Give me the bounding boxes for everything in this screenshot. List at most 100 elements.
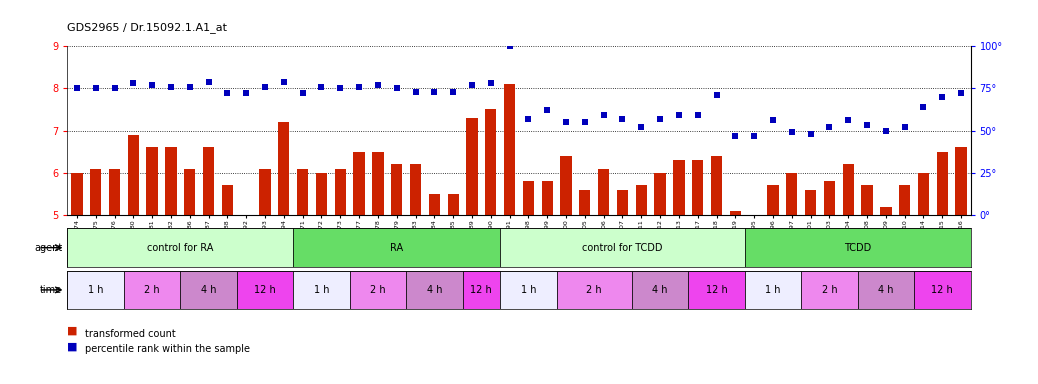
Point xyxy=(87,85,104,91)
Point xyxy=(897,124,913,130)
Bar xyxy=(542,181,553,215)
Text: 2 h: 2 h xyxy=(822,285,838,295)
Point xyxy=(784,129,800,135)
Point xyxy=(370,82,386,88)
Point xyxy=(916,104,932,110)
Point xyxy=(539,107,555,113)
Point xyxy=(219,90,236,96)
Point xyxy=(708,92,725,98)
Bar xyxy=(617,190,628,215)
Text: control for RA: control for RA xyxy=(147,243,214,253)
Bar xyxy=(72,173,83,215)
Point xyxy=(821,124,838,130)
Point xyxy=(295,90,311,96)
Text: ■: ■ xyxy=(67,341,78,351)
Text: 12 h: 12 h xyxy=(706,285,728,295)
Bar xyxy=(503,84,515,215)
Point xyxy=(596,112,612,118)
Point xyxy=(313,84,330,90)
Text: 12 h: 12 h xyxy=(931,285,953,295)
Bar xyxy=(90,169,102,215)
Bar xyxy=(767,185,778,215)
Point xyxy=(238,90,254,96)
Text: 12 h: 12 h xyxy=(470,285,492,295)
Point xyxy=(520,116,537,122)
Point xyxy=(407,89,424,95)
Bar xyxy=(297,169,308,215)
Bar xyxy=(109,169,120,215)
Bar xyxy=(598,169,609,215)
Bar xyxy=(745,228,971,267)
Bar xyxy=(862,185,873,215)
Bar xyxy=(391,164,403,215)
Bar xyxy=(67,271,124,309)
Text: GDS2965 / Dr.15092.1.A1_at: GDS2965 / Dr.15092.1.A1_at xyxy=(67,22,227,33)
Point xyxy=(69,85,85,91)
Text: 1 h: 1 h xyxy=(313,285,329,295)
Text: 2 h: 2 h xyxy=(371,285,386,295)
Point xyxy=(671,112,687,118)
Bar xyxy=(936,152,948,215)
Point xyxy=(727,132,743,139)
Bar xyxy=(184,169,195,215)
Bar xyxy=(632,271,688,309)
Text: RA: RA xyxy=(390,243,404,253)
Point xyxy=(388,85,405,91)
Bar xyxy=(447,194,459,215)
Bar xyxy=(350,271,406,309)
Text: agent: agent xyxy=(34,243,62,253)
Bar xyxy=(805,190,816,215)
Text: ■: ■ xyxy=(67,326,78,336)
Bar xyxy=(857,271,914,309)
Bar xyxy=(801,271,857,309)
Bar xyxy=(692,160,704,215)
Text: 1 h: 1 h xyxy=(765,285,781,295)
Bar xyxy=(146,147,158,215)
Point xyxy=(445,89,462,95)
Bar xyxy=(165,147,176,215)
Bar xyxy=(500,271,556,309)
Point xyxy=(802,131,819,137)
Bar xyxy=(824,181,836,215)
Point xyxy=(464,82,481,88)
Bar xyxy=(293,228,500,267)
Bar xyxy=(128,135,139,215)
Bar xyxy=(278,122,290,215)
Text: 2 h: 2 h xyxy=(586,285,602,295)
Text: 4 h: 4 h xyxy=(200,285,216,295)
Bar xyxy=(334,169,346,215)
Bar xyxy=(635,185,647,215)
Bar xyxy=(466,118,477,215)
Bar xyxy=(914,271,971,309)
Text: 4 h: 4 h xyxy=(427,285,442,295)
Point xyxy=(275,78,292,84)
Point xyxy=(200,78,217,84)
Bar xyxy=(654,173,665,215)
Point xyxy=(877,127,894,134)
Bar xyxy=(918,173,929,215)
Point xyxy=(256,84,273,90)
Bar xyxy=(202,147,214,215)
Point xyxy=(501,43,518,49)
Point xyxy=(614,116,631,122)
Bar xyxy=(373,152,383,215)
Point xyxy=(765,118,782,124)
Text: time: time xyxy=(40,285,62,295)
Bar xyxy=(429,194,440,215)
Point xyxy=(858,122,875,129)
Bar xyxy=(316,173,327,215)
Bar xyxy=(688,271,745,309)
Bar xyxy=(353,152,364,215)
Point xyxy=(633,124,650,130)
Bar xyxy=(406,271,463,309)
Point xyxy=(426,89,442,95)
Point xyxy=(163,84,180,90)
Point xyxy=(182,84,198,90)
Bar xyxy=(237,271,294,309)
Bar xyxy=(260,169,271,215)
Point xyxy=(652,116,668,122)
Bar xyxy=(711,156,722,215)
Bar xyxy=(523,181,535,215)
Point xyxy=(125,80,141,86)
Bar xyxy=(786,173,797,215)
